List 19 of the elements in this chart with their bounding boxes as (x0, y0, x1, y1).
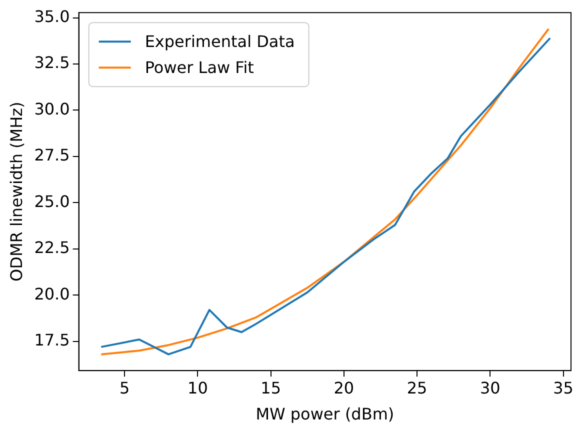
y-tick-label: 30.0 (34, 99, 70, 118)
x-tick-label: 10 (188, 378, 208, 398)
x-tick-label: 25 (406, 378, 428, 398)
y-tick-label: 20.0 (34, 284, 70, 304)
y-axis-title: ODMR linewidth (MHz) (6, 102, 26, 282)
x-tick-label: 35 (553, 378, 574, 398)
x-tick-label: 20 (334, 378, 354, 398)
y-tick-label: 22.5 (34, 238, 70, 258)
x-axis-title: MW power (dBm) (256, 404, 394, 424)
legend-label: Power Law Fit (144, 58, 254, 77)
y-tick-label: 17.5 (34, 330, 70, 350)
y-tick-label: 27.5 (34, 146, 70, 165)
y-tick-label: 32.5 (34, 53, 70, 72)
legend-label: Experimental Data (144, 32, 295, 51)
y-tick-label: 25.0 (34, 192, 70, 211)
x-tick-label: 5 (120, 378, 130, 398)
x-tick-label: 30 (480, 378, 500, 398)
y-tick-label: 35.0 (34, 6, 70, 26)
x-tick-label: 15 (260, 378, 281, 398)
